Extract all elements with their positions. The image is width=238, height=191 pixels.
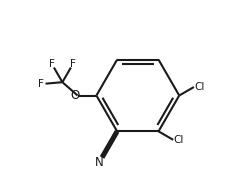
Text: O: O (71, 89, 80, 102)
Text: F: F (49, 59, 55, 69)
Text: F: F (39, 79, 44, 89)
Text: N: N (95, 155, 104, 168)
Text: Cl: Cl (194, 82, 204, 92)
Text: F: F (70, 59, 76, 69)
Text: Cl: Cl (173, 135, 184, 145)
